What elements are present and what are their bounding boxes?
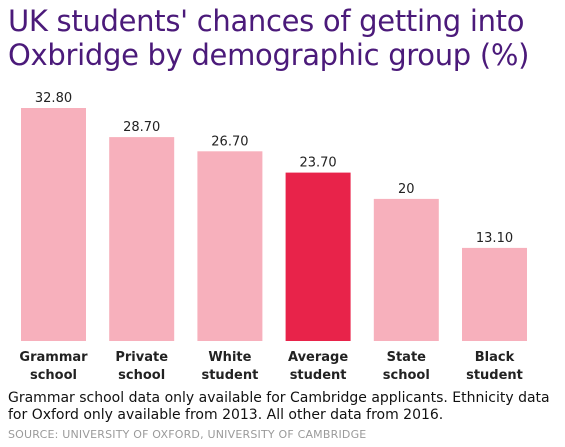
bar-value-label: 13.10 (476, 231, 513, 246)
category-label: student (201, 368, 258, 383)
bar-average-student (285, 172, 351, 341)
chart-source: SOURCE: UNIVERSITY OF OXFORD, UNIVERSITY… (8, 428, 367, 441)
chart-footnote: Grammar school data only available for C… (8, 390, 550, 423)
bar-value-label: 28.70 (123, 120, 160, 135)
category-label: White (208, 350, 251, 365)
bar-white-student (197, 151, 263, 341)
bar-grammar-school (21, 108, 86, 341)
category-label: Grammar (19, 350, 88, 365)
bar-value-label: 32.80 (35, 91, 72, 106)
category-label: Average (288, 350, 348, 365)
bar-black-student (462, 247, 527, 341)
category-label: school (30, 368, 77, 383)
category-label: school (383, 368, 430, 383)
bar-value-label: 26.70 (211, 134, 248, 149)
category-label: school (118, 368, 165, 383)
chart-title: UK students' chances of getting into Oxb… (8, 4, 530, 72)
bar-value-label: 20 (398, 182, 415, 197)
bar-private-school (109, 137, 175, 341)
category-label: Black (475, 350, 515, 365)
category-label: student (466, 368, 523, 383)
category-label: Private (115, 350, 168, 365)
bar-value-label: 23.70 (299, 156, 336, 171)
category-label: student (290, 368, 347, 383)
category-label: State (387, 350, 427, 365)
bar-state-school (373, 198, 439, 341)
